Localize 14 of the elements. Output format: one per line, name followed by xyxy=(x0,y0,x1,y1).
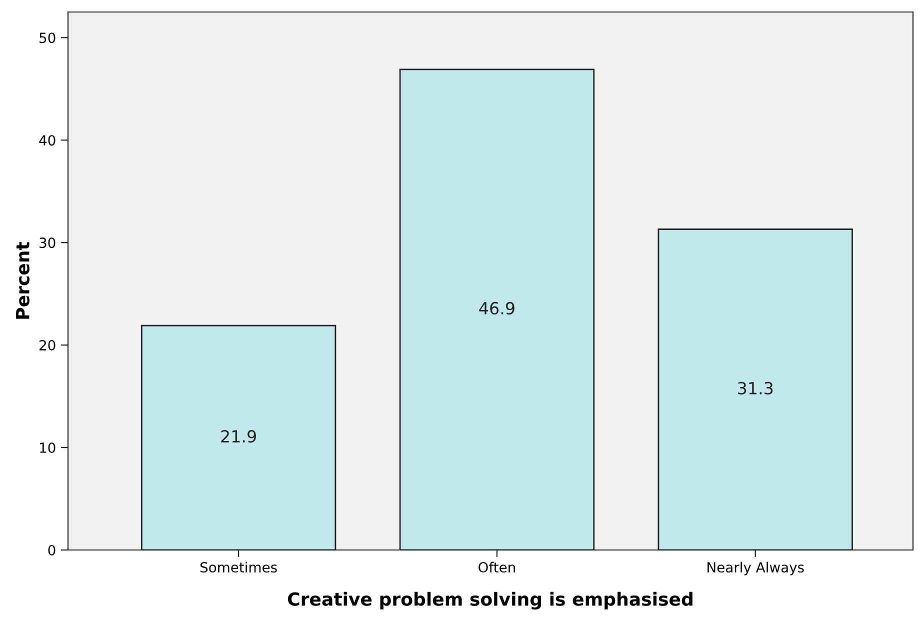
y-tick-label: 30 xyxy=(40,238,56,248)
x-tick-label: Often xyxy=(478,562,515,573)
data-label: 21.9 xyxy=(221,430,256,443)
y-tick-label: 0 xyxy=(48,544,56,556)
y-tick-label: 10 xyxy=(40,442,56,453)
x-tick-label: Nearly Always xyxy=(708,562,804,576)
x-tick-label: Sometimes xyxy=(200,562,277,573)
data-label: 46.9 xyxy=(479,302,514,315)
y-tick-label: 20 xyxy=(40,340,56,351)
data-label: 31.3 xyxy=(738,382,773,394)
y-axis-title: Percent xyxy=(16,242,30,319)
x-axis-title: Creative problem solving is emphasised xyxy=(288,592,692,610)
y-tick-label: 50 xyxy=(40,32,56,44)
y-tick-label: 40 xyxy=(39,135,56,146)
